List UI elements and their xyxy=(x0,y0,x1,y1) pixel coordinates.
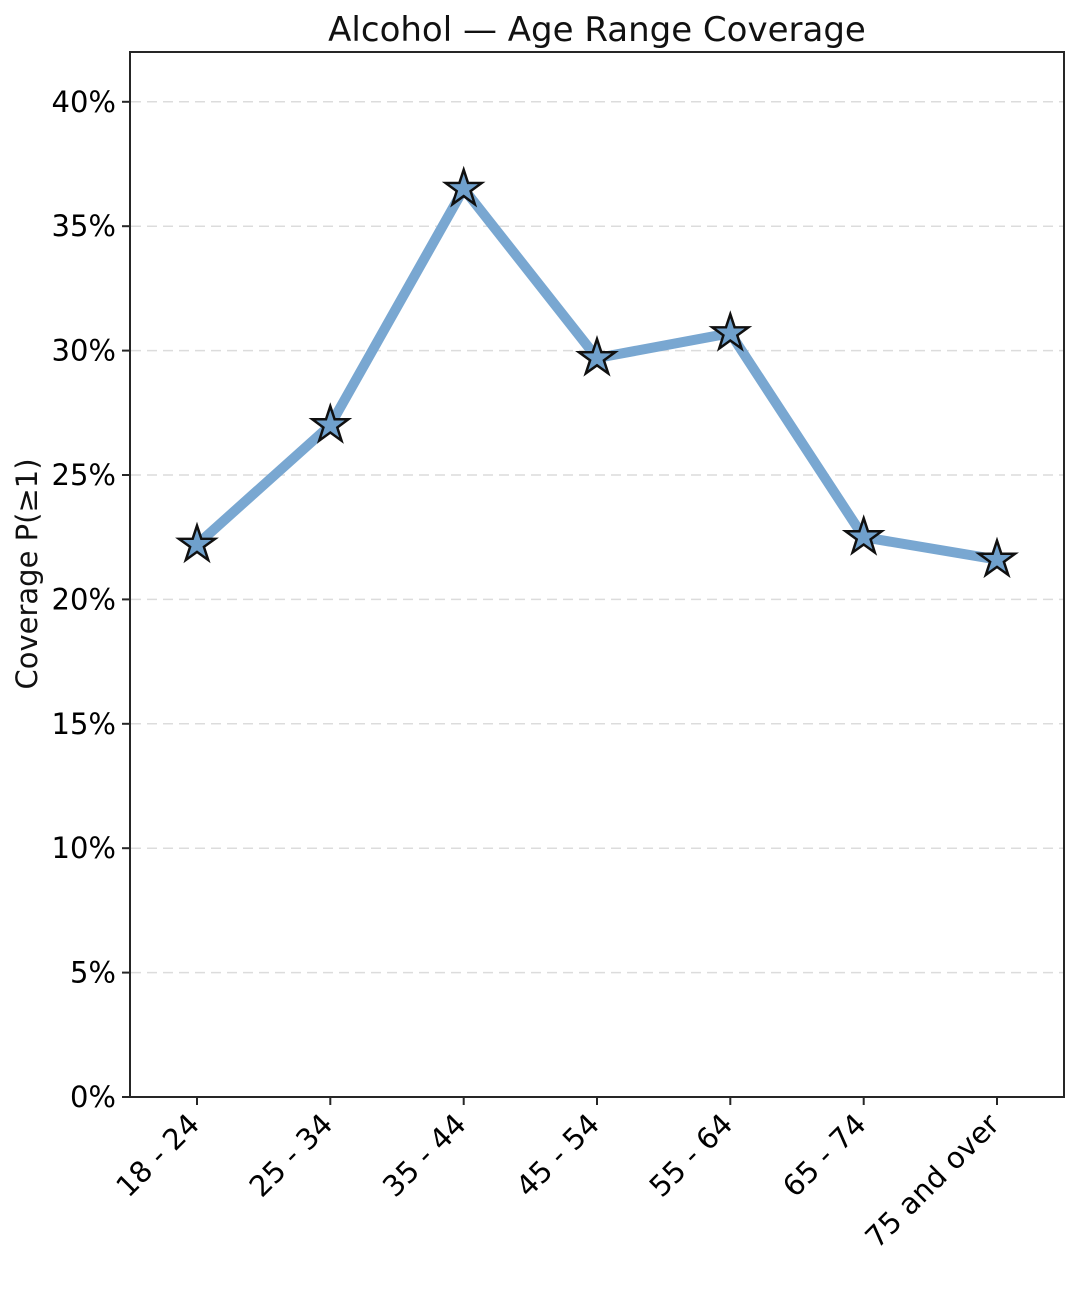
x-tick-label: 18 - 24 xyxy=(109,1107,206,1204)
data-point-marker xyxy=(841,514,886,556)
y-tick-label: 10% xyxy=(52,831,116,865)
y-tick-label: 0% xyxy=(70,1080,116,1114)
data-point-marker xyxy=(575,334,619,377)
x-tick-label: 35 - 44 xyxy=(376,1107,473,1204)
y-tick-label: 30% xyxy=(52,334,116,368)
data-point-markers xyxy=(175,165,1019,579)
y-tick-label: 15% xyxy=(52,707,116,741)
plot-border xyxy=(129,51,1065,1098)
x-tick-label: 25 - 34 xyxy=(243,1107,340,1204)
x-axis: 18 - 24 25 - 34 35 - 44 45 - 54 55 - 64 65 - … xyxy=(109,1097,1006,1254)
y-axis: 0% 5% 10% 15% 20% 25% 30% 35% 40% xyxy=(52,85,130,1114)
data-point-marker xyxy=(175,521,219,564)
chart-title: Alcohol — Age Range Coverage xyxy=(328,10,866,50)
data-point-marker xyxy=(975,536,1019,579)
y-tick-label: 35% xyxy=(52,209,116,243)
y-tick-label: 40% xyxy=(52,85,116,119)
data-line xyxy=(192,183,1002,565)
x-tick-label: 55 - 64 xyxy=(643,1107,740,1204)
x-tick-label: 45 - 54 xyxy=(509,1107,606,1204)
y-tick-label: 25% xyxy=(52,458,116,492)
x-tick-label: 65 - 74 xyxy=(776,1107,873,1204)
gridlines xyxy=(131,101,1063,974)
x-tick-label: 75 and over xyxy=(858,1107,1006,1255)
y-tick-label: 5% xyxy=(70,956,116,990)
y-tick-label: 20% xyxy=(52,582,116,616)
data-point-marker xyxy=(708,310,753,352)
data-point-marker xyxy=(441,165,486,208)
data-point-marker xyxy=(308,402,353,444)
